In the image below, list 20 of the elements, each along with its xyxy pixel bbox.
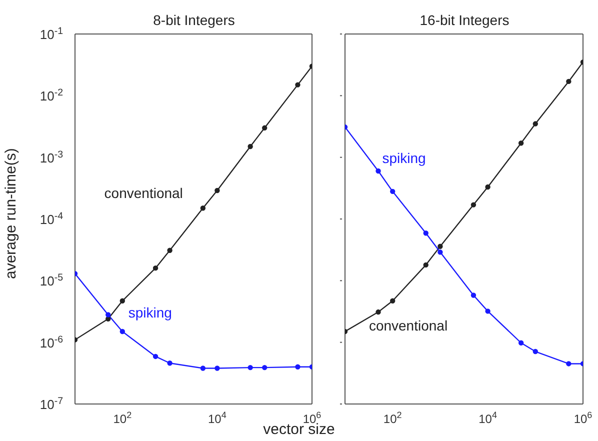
series-label: spiking bbox=[128, 304, 172, 320]
series-label: conventional bbox=[104, 185, 183, 202]
series-label: spiking bbox=[382, 150, 426, 166]
series-label: conventional bbox=[368, 317, 448, 334]
x-tick-label: 10$^{6}$ bbox=[574, 410, 592, 426]
y-axis-title: average run-time(s) bbox=[2, 148, 20, 279]
y-tick-label: 10$^{-2}$ bbox=[40, 87, 63, 104]
y-tick-label: 10$^{-1}$ bbox=[40, 26, 63, 42]
y-tick-label: 10$^{-4}$ bbox=[40, 210, 64, 227]
x-tick-label: 10$^{2}$ bbox=[383, 410, 402, 426]
y-tick-label: 10$^{-6}$ bbox=[40, 334, 63, 350]
y-tick-label: 10$^{-7}$ bbox=[40, 396, 63, 412]
x-tick-label: 10$^{4}$ bbox=[208, 410, 226, 426]
y-tick-label: 10$^{-3}$ bbox=[40, 148, 63, 166]
chart-title: 8-bit Integers bbox=[152, 12, 236, 28]
chart-title: 16-bit Integers bbox=[418, 12, 510, 28]
x-tick-label: 10$^{4}$ bbox=[478, 410, 497, 426]
y-tick-label: 10$^{-5}$ bbox=[40, 272, 64, 289]
x-tick-label: 10$^{6}$ bbox=[302, 410, 322, 426]
x-tick-label: 10$^{2}$ bbox=[113, 410, 132, 426]
